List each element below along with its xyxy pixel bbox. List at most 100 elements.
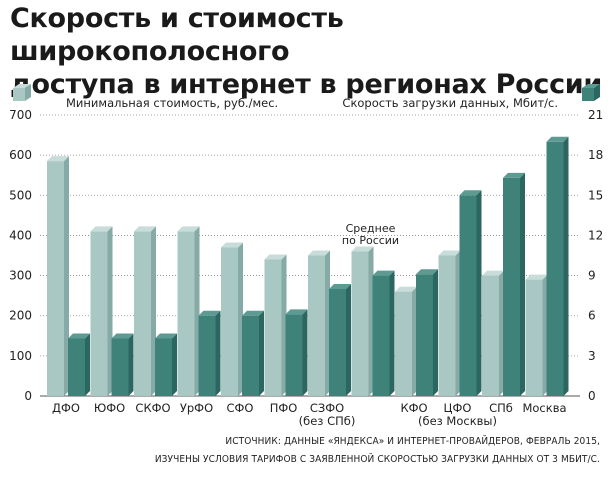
bar-cost-side xyxy=(412,286,417,396)
bar-speed-top xyxy=(155,333,177,339)
bar-speed-face xyxy=(285,314,303,396)
bar-cost-face xyxy=(177,231,195,396)
bar-cost-side xyxy=(325,250,330,396)
bar-cost-side xyxy=(194,226,200,396)
bar-speed xyxy=(242,310,264,396)
bar-cost-top xyxy=(482,270,504,276)
bar-speed-top xyxy=(372,270,395,276)
right-axis-tick-label: 9 xyxy=(588,269,596,283)
bar-speed-face xyxy=(242,315,259,396)
legend-cost-swatch xyxy=(13,88,25,101)
bar-speed-side xyxy=(346,283,351,396)
bar-speed xyxy=(416,269,438,396)
bar-speed-top xyxy=(68,333,90,339)
left-axis-tick-label: 500 xyxy=(9,188,32,202)
legend-cost-swatch-top xyxy=(13,84,31,88)
bar-cost-top xyxy=(134,226,156,232)
bar-speed xyxy=(155,333,177,396)
chart-title-line-1: Скорость и стоимость широкополосного xyxy=(10,3,344,67)
bar-speed-face xyxy=(416,274,433,396)
legend-speed-swatch-side xyxy=(594,84,600,101)
x-tick-label: СЗФО xyxy=(310,401,344,415)
chart-title: Скорость и стоимость широкополосного дос… xyxy=(10,2,614,101)
x-tick-label: СФО xyxy=(227,401,254,415)
bar-speed xyxy=(68,333,90,396)
x-tick-label: (без Москвы) xyxy=(418,414,497,428)
bar-cost-top xyxy=(351,246,374,252)
bar-cost-side xyxy=(499,270,504,396)
x-tick-label: Москва xyxy=(522,401,566,415)
right-axis-tick-label: 6 xyxy=(588,309,596,323)
bar-speed-side xyxy=(563,136,569,396)
left-axis-tick-label: 200 xyxy=(9,309,32,323)
legend-speed-swatch-top xyxy=(582,84,600,88)
left-axis-tick-label: 100 xyxy=(9,349,32,363)
bar-cost xyxy=(351,246,374,396)
bar-cost-top xyxy=(177,226,200,232)
bar-cost-side xyxy=(64,156,69,396)
bar-cost xyxy=(47,156,69,396)
bar-cost-face xyxy=(90,231,108,396)
right-axis-tick-label: 21 xyxy=(588,108,603,122)
x-tick-label: ДФО xyxy=(52,401,80,415)
bar-cost-face xyxy=(482,275,499,396)
bar-speed-face xyxy=(459,195,477,396)
bar-speed xyxy=(111,333,134,396)
bar-speed-face xyxy=(111,338,129,396)
bar-speed-top xyxy=(459,190,482,196)
right-axis-tick-label: 3 xyxy=(588,349,596,363)
bar-speed-top xyxy=(285,309,308,315)
bar-speed-face xyxy=(372,275,390,396)
bar-speed-side xyxy=(302,309,308,396)
bar-speed xyxy=(503,172,525,396)
bar-cost-face xyxy=(438,255,456,396)
average-annotation: по России xyxy=(342,234,399,247)
bar-speed-top xyxy=(329,283,351,289)
bar-speed-side xyxy=(389,270,395,396)
bar-speed xyxy=(329,283,351,396)
right-axis-tick-label: 12 xyxy=(588,228,603,242)
right-axis-tick-label: 0 xyxy=(588,389,596,403)
source-note-line-1: ИСТОЧНИК: ДАННЫЕ «ЯНДЕКСА» И ИНТЕРНЕТ-ПР… xyxy=(225,436,600,447)
bar-cost-top xyxy=(395,286,417,292)
bar-cost-face xyxy=(308,255,325,396)
bar-cost xyxy=(482,270,504,396)
bar-speed-face xyxy=(68,338,85,396)
bar-speed xyxy=(372,270,395,396)
bar-cost-top xyxy=(47,156,69,162)
bar-speed-top xyxy=(503,172,525,178)
bar-cost xyxy=(525,274,548,396)
right-axis-tick-label: 18 xyxy=(588,148,603,162)
bar-speed-top xyxy=(242,310,264,316)
left-axis-tick-label: 0 xyxy=(24,389,32,403)
legend-speed-swatch xyxy=(582,88,594,101)
right-axis-title: Скорость загрузки данных, Мбит/с. xyxy=(342,96,558,110)
bar-cost-side xyxy=(455,250,461,396)
bar-cost-top xyxy=(264,254,287,260)
left-axis-tick-label: 400 xyxy=(9,228,32,242)
legend-cost xyxy=(13,84,31,101)
bar-speed-top xyxy=(546,136,569,142)
bar-speed xyxy=(198,310,221,396)
bar-cost-top xyxy=(308,250,330,256)
bar-cost xyxy=(221,242,243,396)
bar-speed xyxy=(459,190,482,396)
bar-cost xyxy=(90,226,113,396)
bar-speed-side xyxy=(476,190,482,396)
bar-cost-top xyxy=(525,274,548,280)
source-note-line-2: ИЗУЧЕНЫ УСЛОВИЯ ТАРИФОВ С ЗАЯВЛЕННОЙ СКО… xyxy=(154,454,600,465)
bar-cost-side xyxy=(238,242,243,396)
bar-speed-side xyxy=(259,310,264,396)
bar-cost-face xyxy=(351,251,369,396)
x-tick-label: (без СПб) xyxy=(299,414,356,428)
bar-speed-top xyxy=(198,310,221,316)
bar-cost xyxy=(134,226,156,396)
bar-cost-side xyxy=(542,274,548,396)
x-tick-label: СПб xyxy=(489,401,513,415)
bar-speed-side xyxy=(215,310,221,396)
bar-cost-face xyxy=(395,291,412,396)
left-axis-tick-label: 700 xyxy=(9,108,32,122)
bar-cost-side xyxy=(281,254,287,396)
bar-cost-top xyxy=(438,250,461,256)
